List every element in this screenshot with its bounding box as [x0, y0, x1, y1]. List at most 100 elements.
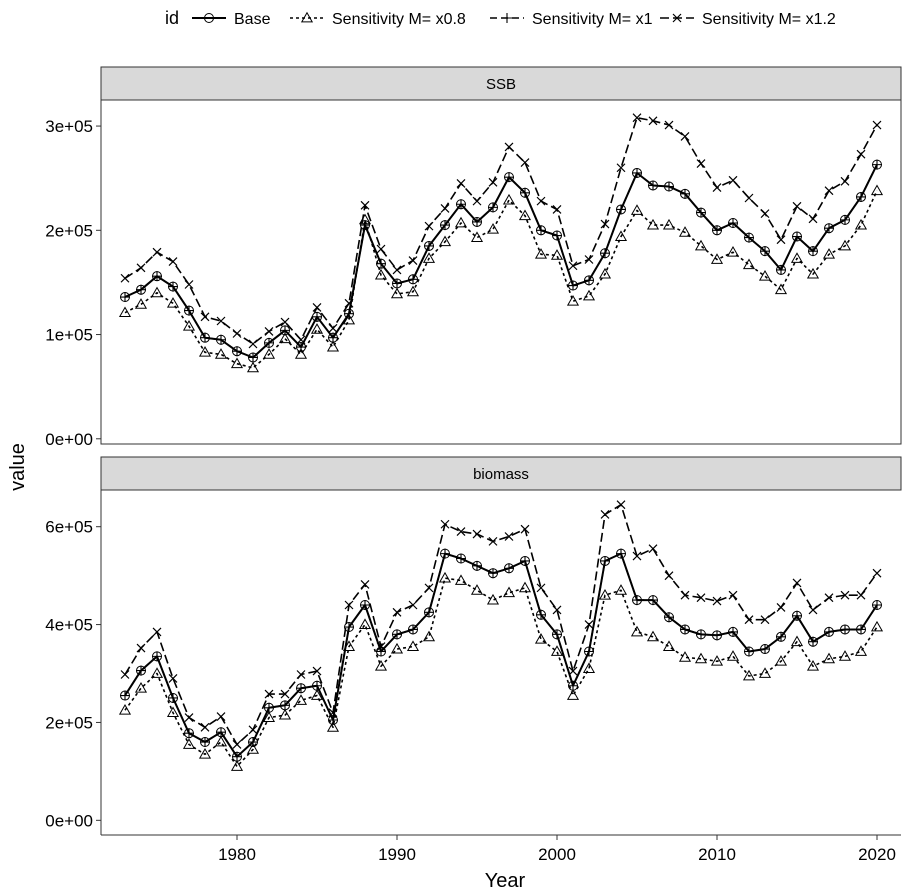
ssb-point-1 — [246, 361, 260, 373]
ssb-point-3 — [552, 205, 562, 214]
x-tick-label: 2020 — [858, 845, 896, 864]
ssb-point-0 — [616, 204, 626, 215]
biomass-point-3 — [152, 627, 162, 637]
biomass-point-3 — [168, 673, 178, 683]
ssb-point-1 — [326, 340, 340, 352]
biomass-point-2 — [808, 636, 818, 647]
ssb-point-3 — [648, 116, 658, 126]
ssb-point-2 — [488, 202, 498, 213]
ssb-point-1 — [294, 348, 308, 359]
strip-ssb-background — [100, 66, 902, 101]
ssb-point-3 — [376, 244, 386, 254]
ssb-point-1 — [438, 235, 452, 247]
biomass-point-3 — [568, 666, 578, 676]
ssb-point-1 — [758, 269, 772, 281]
biomass-point-2 — [680, 624, 690, 635]
ssb-point-2 — [680, 188, 690, 199]
biomass-point-3 — [824, 593, 834, 603]
ssb-point-0 — [808, 246, 818, 257]
ssb-point-3 — [776, 235, 786, 245]
ssb-point-1 — [166, 297, 180, 308]
ssb-point-0 — [824, 223, 834, 234]
x-tick-label: 1990 — [378, 845, 416, 864]
biomass-point-3 — [312, 666, 322, 676]
ssb-point-0 — [456, 199, 466, 210]
legend-key-marker-1 — [300, 11, 314, 23]
biomass-point-3 — [504, 532, 514, 541]
ssb-point-0 — [232, 346, 242, 357]
biomass-point-1 — [390, 642, 404, 654]
ssb-point-3 — [440, 203, 450, 213]
ssb-point-3 — [408, 256, 418, 265]
ssb-point-1 — [774, 283, 788, 295]
ssb-point-0 — [344, 308, 354, 319]
biomass-point-1 — [310, 689, 324, 700]
ssb-point-1 — [646, 218, 660, 230]
biomass-point-1 — [806, 659, 820, 671]
ssb-point-1 — [198, 346, 212, 357]
biomass-point-1 — [406, 640, 420, 651]
biomass-series-line-3 — [124, 503, 878, 746]
biomass-point-0 — [808, 636, 818, 647]
biomass-point-2 — [648, 595, 658, 606]
ssb-point-3 — [760, 209, 770, 219]
biomass-point-1 — [278, 708, 292, 720]
ssb-point-3 — [232, 329, 242, 338]
x-axis-title: Year — [485, 870, 526, 892]
ssb-point-1 — [870, 184, 884, 196]
ssb-point-2 — [376, 258, 386, 269]
ssb-point-1 — [694, 239, 708, 251]
ssb-point-3 — [792, 201, 802, 211]
biomass-point-2 — [744, 646, 754, 657]
biomass-point-2 — [760, 644, 770, 655]
ssb-point-3 — [168, 257, 178, 267]
biomass-point-1 — [710, 655, 724, 666]
legend-entry-label-2: Sensitivity M= x1 — [532, 11, 653, 28]
biomass-point-1 — [566, 689, 580, 700]
biomass-point-3 — [632, 551, 642, 561]
ssb-point-2 — [856, 191, 866, 202]
biomass-point-0 — [680, 624, 690, 635]
ssb-point-2 — [824, 223, 834, 234]
ssb-point-3 — [200, 312, 210, 322]
biomass-point-1 — [374, 659, 388, 671]
ssb-point-3 — [712, 183, 722, 192]
biomass-series-line-1 — [124, 577, 878, 768]
biomass-point-1 — [854, 645, 868, 656]
biomass-point-1 — [630, 625, 644, 637]
ssb-point-1 — [790, 252, 804, 263]
ssb-point-0 — [136, 284, 146, 295]
biomass-point-3 — [648, 544, 658, 554]
biomass-point-1 — [726, 650, 740, 661]
ssb-point-2 — [808, 246, 818, 257]
biomass-point-3 — [408, 600, 418, 610]
biomass-point-0 — [328, 715, 338, 725]
biomass-point-0 — [760, 644, 770, 655]
biomass-point-2 — [824, 626, 834, 637]
ssb-point-1 — [230, 357, 244, 369]
biomass-point-2 — [552, 629, 562, 640]
ssb-point-2 — [728, 218, 738, 229]
ssb-point-1 — [534, 248, 548, 259]
ssb-point-1 — [406, 285, 420, 297]
ssb-point-2 — [440, 220, 450, 231]
ssb-point-3 — [312, 303, 322, 312]
ssb-point-0 — [424, 240, 434, 251]
biomass-point-3 — [552, 605, 562, 615]
biomass-point-1 — [342, 640, 356, 651]
ssb-point-0 — [360, 220, 370, 231]
legend: id Base Sensitivity M= x0.8 Sensitivity M=… — [165, 8, 836, 28]
biomass-point-2 — [232, 751, 242, 762]
biomass-point-0 — [344, 622, 354, 633]
biomass-point-1 — [326, 721, 340, 732]
ssb-point-1 — [726, 245, 740, 257]
ssb-point-3 — [872, 120, 882, 130]
biomass-point-2 — [392, 629, 402, 640]
ssb-y-tick-label: 3e+05 — [45, 117, 93, 136]
biomass-point-0 — [664, 612, 674, 623]
biomass-point-0 — [312, 680, 322, 691]
biomass-point-3 — [600, 510, 610, 519]
biomass-point-2 — [536, 609, 546, 620]
ssb-point-0 — [152, 271, 162, 282]
ssb-point-0 — [664, 181, 674, 192]
